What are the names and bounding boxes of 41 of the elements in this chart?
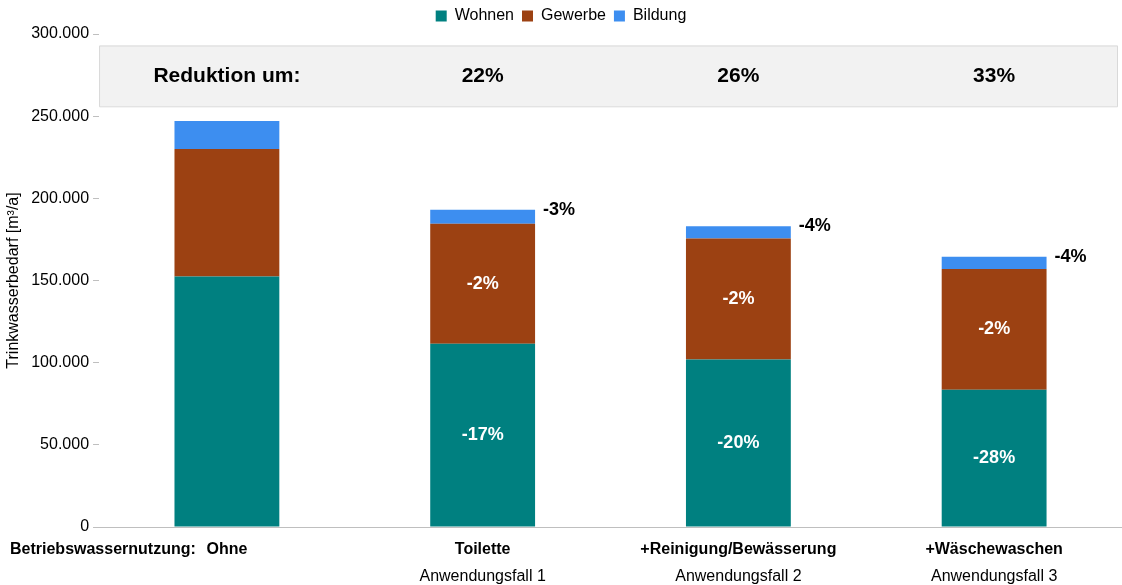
bar — [685, 226, 791, 239]
bar — [430, 343, 536, 527]
x-tick-label: Ohne — [206, 540, 248, 558]
annotation: Reduktion um: — [153, 62, 301, 86]
y-tick-label: 300.000 — [31, 24, 90, 42]
x-tick-label: Toilette Anwendungsfall 1 — [419, 540, 546, 585]
x-axis-title: Betriebswassernutzung: — [10, 540, 196, 558]
y-axis-title: Trinkwasserbedarf [m³/a] — [4, 192, 22, 369]
annotation: 22% — [461, 62, 504, 86]
y-tick-label: 100.000 — [31, 353, 90, 371]
annotation: -28% — [973, 447, 1016, 468]
bar — [430, 223, 536, 344]
y-tick-label: 0 — [80, 517, 90, 535]
annotation: -2% — [722, 287, 755, 308]
legend-label: Gewerbe — [541, 6, 607, 24]
y-tick-label: 250.000 — [31, 106, 90, 124]
annotation: 26% — [717, 62, 760, 86]
annotation: -4% — [798, 215, 831, 236]
bar — [174, 149, 280, 277]
bar — [685, 238, 791, 360]
bar — [430, 209, 536, 224]
bar — [941, 269, 1047, 390]
y-tick-label: 150.000 — [31, 270, 90, 288]
bar — [174, 121, 280, 150]
bar — [941, 256, 1047, 269]
legend-label: Wohnen — [454, 6, 515, 24]
annotation: -4% — [1054, 245, 1087, 266]
annotation: -20% — [717, 431, 760, 452]
annotation: -3% — [543, 198, 576, 219]
y-tick-label: 50.000 — [40, 435, 90, 453]
bar — [685, 359, 791, 527]
x-tick-label: +Reinigung/Bewässerung Anwendungsfall 2 — [640, 540, 837, 585]
y-tick-label: 200.000 — [31, 188, 90, 206]
bar — [941, 389, 1047, 527]
annotation: -2% — [978, 318, 1011, 339]
legend-label: Bildung — [632, 6, 687, 24]
x-tick-label: +Wäschewaschen Anwendungsfall 3 — [925, 540, 1063, 585]
bar — [174, 276, 280, 527]
annotation: 33% — [973, 62, 1016, 86]
annotation: -17% — [461, 424, 504, 445]
annotation: -2% — [466, 272, 499, 293]
